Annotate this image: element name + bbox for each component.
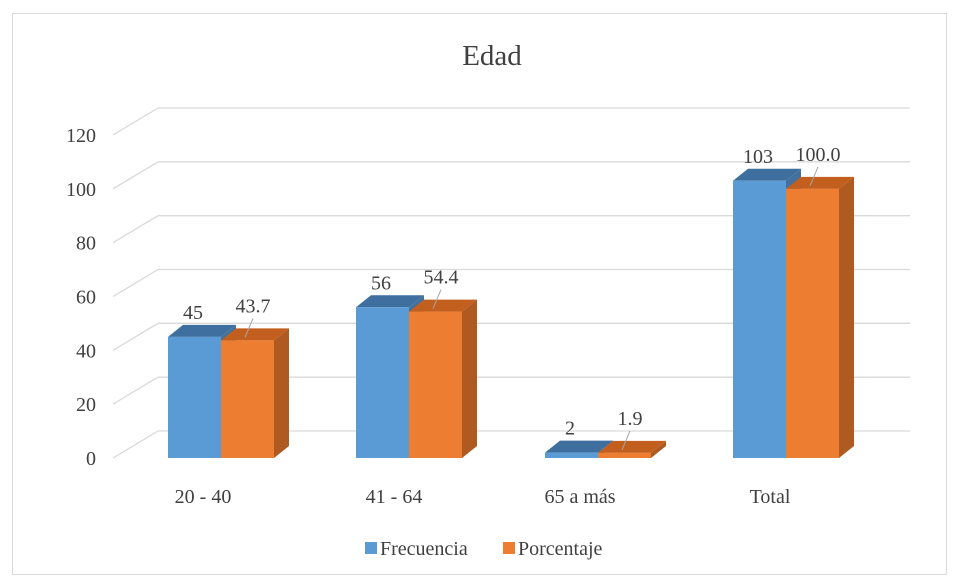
bar-porcentaje-2 bbox=[598, 440, 666, 458]
gridline-diagonal bbox=[112, 215, 159, 244]
legend-swatch-frecuencia bbox=[365, 542, 377, 554]
data-label-frecuencia: 56 bbox=[371, 272, 391, 294]
gridline-diagonal bbox=[112, 161, 159, 190]
bar-front bbox=[545, 452, 598, 458]
gridline-diagonal bbox=[112, 430, 159, 459]
bar-top bbox=[545, 440, 613, 453]
y-axis-ticks: 0 20 40 60 80 100 120 bbox=[66, 125, 96, 470]
y-tick-label: 60 bbox=[76, 287, 96, 309]
y-tick-label: 120 bbox=[66, 125, 96, 147]
legend-label-porcentaje: Porcentaje bbox=[518, 538, 603, 560]
gridline-diagonal bbox=[112, 322, 159, 351]
bar-front bbox=[221, 340, 274, 458]
bar-top bbox=[168, 324, 236, 337]
data-label-frecuencia: 2 bbox=[565, 418, 575, 440]
data-label-porcentaje: 1.9 bbox=[618, 408, 643, 430]
bar-top bbox=[786, 176, 854, 189]
legend-swatch-porcentaje bbox=[503, 542, 515, 554]
gridline-diagonal bbox=[112, 376, 159, 405]
data-label-porcentaje: 43.7 bbox=[236, 295, 271, 317]
data-label-porcentaje: 54.4 bbox=[424, 267, 459, 289]
bar-front bbox=[733, 180, 786, 458]
legend: Frecuencia Porcentaje bbox=[365, 538, 603, 560]
x-category-label: 41 - 64 bbox=[366, 486, 423, 508]
bar-top bbox=[733, 168, 801, 181]
bar-porcentaje-0 bbox=[221, 328, 289, 458]
y-tick-label: 20 bbox=[76, 394, 96, 416]
x-axis-categories: 20 - 40 41 - 64 65 a más Total bbox=[175, 486, 791, 508]
data-label-porcentaje: 100.0 bbox=[796, 144, 841, 166]
x-category-label: Total bbox=[750, 486, 791, 508]
bar-front bbox=[786, 188, 839, 459]
data-label-leader bbox=[244, 318, 254, 338]
bar-porcentaje-3 bbox=[786, 176, 854, 459]
bar-front bbox=[168, 336, 221, 458]
bar-top bbox=[221, 328, 289, 341]
bars: 45 43.7 56 54.4 2 1.9 103 100.0 bbox=[168, 144, 854, 459]
bar-top bbox=[598, 440, 666, 453]
gridline-diagonal bbox=[112, 268, 159, 298]
data-label-leader bbox=[432, 289, 442, 309]
data-label-frecuencia: 103 bbox=[743, 146, 773, 168]
bar-top bbox=[356, 295, 424, 308]
y-tick-label: 0 bbox=[86, 448, 96, 470]
bar-front bbox=[356, 307, 409, 458]
bar-top bbox=[409, 299, 477, 312]
y-tick-label: 100 bbox=[66, 179, 96, 201]
bar-side bbox=[651, 440, 666, 458]
bar-front bbox=[409, 311, 462, 458]
y-tick-label: 80 bbox=[76, 233, 96, 255]
bar-frecuencia-0 bbox=[168, 324, 236, 458]
data-label-frecuencia: 45 bbox=[183, 302, 203, 324]
x-category-label: 20 - 40 bbox=[175, 486, 232, 508]
bar-side bbox=[274, 328, 289, 458]
bar-side bbox=[462, 299, 477, 458]
chart-title: Edad bbox=[462, 40, 522, 72]
gridline-diagonal bbox=[112, 107, 159, 136]
bar-side bbox=[839, 176, 854, 459]
x-category-label: 65 a más bbox=[544, 486, 615, 508]
data-label-leader bbox=[621, 430, 631, 451]
data-label-leader bbox=[809, 166, 819, 187]
legend-label-frecuencia: Frecuencia bbox=[380, 538, 468, 560]
bar-porcentaje-1 bbox=[409, 299, 477, 458]
y-tick-label: 40 bbox=[76, 340, 96, 362]
bar-front bbox=[598, 452, 651, 458]
